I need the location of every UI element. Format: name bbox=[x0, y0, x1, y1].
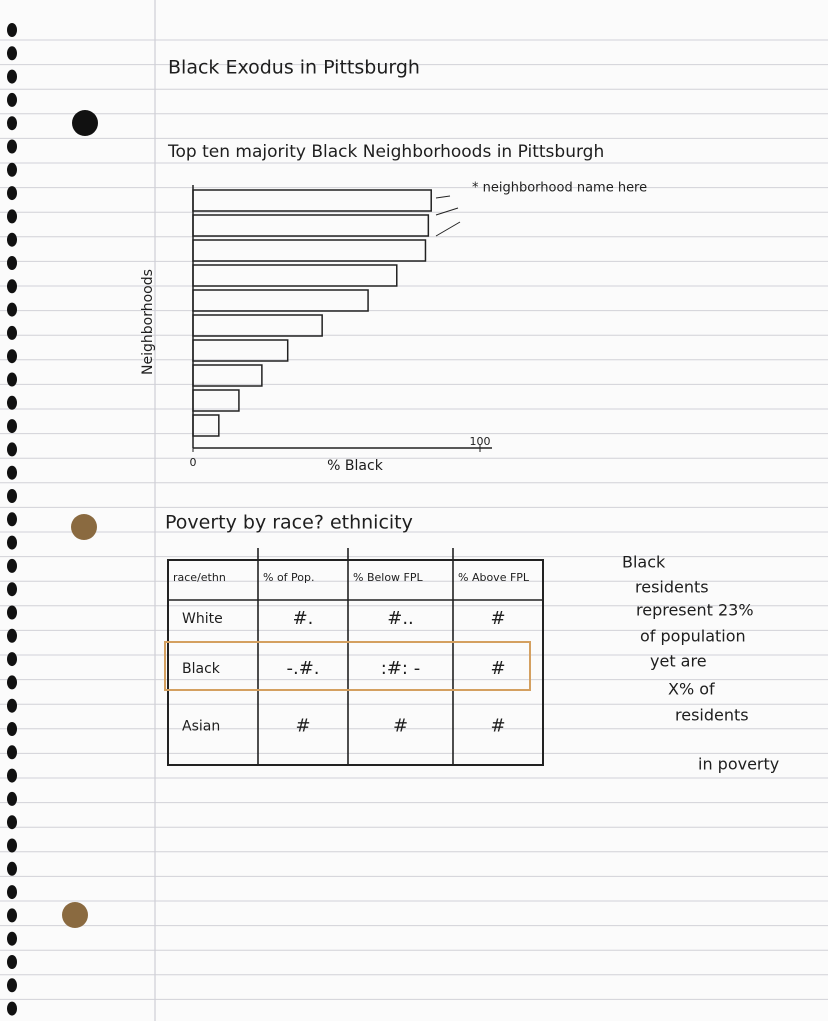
bar bbox=[192, 314, 323, 337]
spiral-ring bbox=[7, 675, 17, 690]
note-line: of population bbox=[640, 627, 746, 646]
table-cell: -.#. bbox=[286, 658, 319, 679]
punch-hole bbox=[72, 110, 98, 136]
spiral-ring bbox=[7, 745, 17, 760]
highlight bbox=[164, 641, 531, 691]
punch-hole bbox=[71, 514, 97, 540]
table-border bbox=[167, 559, 544, 766]
table-cell: Asian bbox=[182, 719, 220, 735]
spiral-ring bbox=[7, 209, 17, 224]
spiral-ring bbox=[7, 116, 17, 131]
spiral-ring bbox=[7, 442, 17, 457]
table-cell: # bbox=[490, 658, 505, 679]
note-line: residents bbox=[635, 578, 709, 597]
spiral-ring bbox=[7, 768, 17, 783]
spiral-binding bbox=[7, 23, 17, 1016]
note-line: X% of bbox=[668, 680, 715, 699]
header-cell: % Above FPL bbox=[458, 571, 530, 584]
note-line: yet are bbox=[650, 652, 707, 671]
table-cell: #. bbox=[293, 608, 314, 629]
table-cell: # bbox=[393, 716, 408, 737]
table-cell: :#: - bbox=[381, 658, 420, 679]
spiral-ring bbox=[7, 628, 17, 643]
x-tick-label: 100 bbox=[470, 435, 491, 448]
header-cell: % Below FPL bbox=[353, 571, 424, 584]
spiral-ring bbox=[7, 605, 17, 620]
spiral-ring bbox=[7, 372, 17, 387]
header-cell: race/ethn bbox=[173, 571, 226, 584]
spiral-ring bbox=[7, 302, 17, 317]
note-line: represent 23% bbox=[636, 601, 754, 620]
bar bbox=[192, 339, 289, 362]
table-cell: # bbox=[490, 716, 505, 737]
bar bbox=[192, 214, 430, 237]
table: race/ethn % of Pop. % Below FPL % Above FPL… bbox=[164, 548, 544, 766]
table-cell: White bbox=[182, 611, 223, 627]
spiral-ring bbox=[7, 325, 17, 340]
bar bbox=[192, 364, 263, 387]
spiral-ring bbox=[7, 861, 17, 876]
bar bbox=[192, 189, 432, 212]
spiral-ring bbox=[7, 931, 17, 946]
punch-hole bbox=[62, 902, 88, 928]
spiral-ring bbox=[7, 978, 17, 993]
spiral-ring bbox=[7, 279, 17, 294]
spiral-ring bbox=[7, 69, 17, 84]
spiral-ring bbox=[7, 791, 17, 806]
spiral-ring bbox=[7, 698, 17, 713]
table-cell: Black bbox=[182, 661, 221, 677]
spiral-ring bbox=[7, 955, 17, 969]
header-cell: % of Pop. bbox=[263, 571, 315, 584]
spiral-ring bbox=[7, 92, 17, 107]
spiral-ring bbox=[7, 46, 17, 61]
note-line: Black bbox=[622, 553, 666, 572]
spiral-ring bbox=[7, 885, 17, 900]
spiral-ring bbox=[7, 722, 17, 736]
spiral-ring bbox=[7, 652, 17, 667]
spiral-ring bbox=[7, 395, 17, 410]
spiral-ring bbox=[7, 419, 17, 434]
spiral-ring bbox=[7, 349, 17, 364]
y-axis-label: Neighborhoods bbox=[140, 269, 156, 375]
spiral-ring bbox=[7, 23, 17, 37]
spiral-ring bbox=[7, 908, 17, 923]
spiral-ring bbox=[7, 838, 17, 853]
table-cell: # bbox=[490, 608, 505, 629]
bar bbox=[192, 289, 369, 312]
table-cell: #.. bbox=[387, 608, 414, 629]
x-tick-label: 0 bbox=[190, 456, 197, 469]
spiral-ring bbox=[7, 512, 17, 527]
table-cell: # bbox=[295, 716, 310, 737]
chart-title: Top ten majority Black Neighborhoods in … bbox=[167, 142, 604, 162]
note-line: in poverty bbox=[698, 755, 779, 774]
bar bbox=[192, 414, 220, 437]
spiral-ring bbox=[7, 232, 17, 247]
bar bbox=[192, 389, 240, 412]
spiral-ring bbox=[7, 1001, 17, 1016]
bar bbox=[192, 264, 398, 287]
x-axis-label: % Black bbox=[327, 458, 384, 474]
spiral-ring bbox=[7, 558, 17, 573]
arrow bbox=[435, 221, 461, 237]
spiral-ring bbox=[7, 139, 17, 154]
spiral-ring bbox=[7, 465, 17, 480]
note: Black residents represent 23% of population… bbox=[622, 553, 779, 774]
annotation: * neighborhood name here bbox=[472, 181, 647, 196]
spiral-ring bbox=[7, 582, 17, 597]
spiral-ring bbox=[7, 256, 17, 270]
spiral-ring bbox=[7, 815, 17, 830]
spiral-ring bbox=[7, 489, 17, 503]
arrow bbox=[435, 207, 459, 216]
page-title: Black Exodus in Pittsburgh bbox=[168, 57, 420, 79]
spiral-ring bbox=[7, 162, 17, 177]
bar bbox=[192, 239, 427, 262]
section-title: Poverty by race? ethnicity bbox=[165, 512, 413, 534]
arrow bbox=[435, 195, 451, 199]
spiral-ring bbox=[7, 535, 17, 550]
note-line: residents bbox=[675, 706, 749, 725]
spiral-ring bbox=[7, 186, 17, 201]
